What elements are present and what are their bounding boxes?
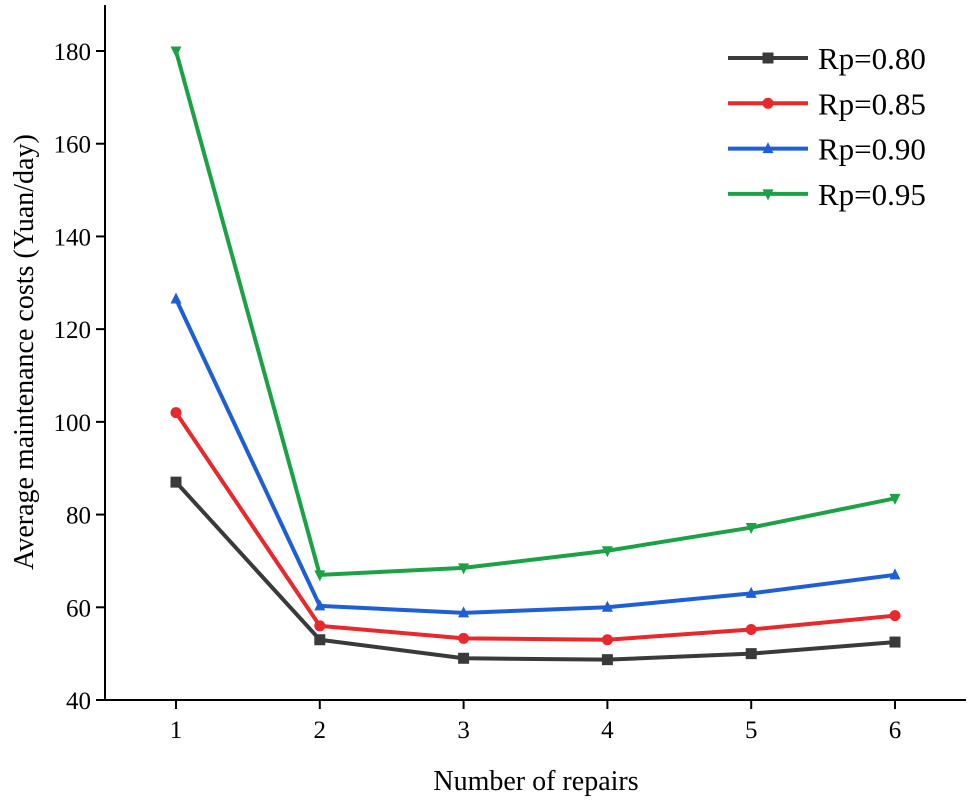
legend-marker [762, 97, 774, 109]
legend-label: Rp=0.90 [818, 132, 926, 167]
data-point [458, 606, 470, 618]
data-point [458, 632, 470, 644]
data-point [745, 586, 757, 598]
data-point [889, 610, 901, 622]
data-point [170, 407, 182, 419]
legend-label: Rp=0.95 [818, 177, 926, 212]
y-tick-label: 120 [54, 317, 92, 344]
data-point [314, 599, 326, 611]
data-point [745, 624, 757, 636]
series-layer [170, 46, 901, 666]
legend-item: Rp=0.80 [728, 41, 926, 76]
x-tick-label: 1 [170, 717, 183, 744]
x-tick-label: 6 [889, 717, 902, 744]
data-point [889, 568, 901, 580]
legend-label: Rp=0.85 [818, 86, 926, 121]
legend: Rp=0.80 Rp=0.85 Rp=0.90 Rp=0.95 [728, 41, 926, 212]
series-rp-0-90 [170, 292, 901, 618]
y-tick-label: 80 [66, 503, 91, 530]
y-tick-label: 160 [54, 132, 92, 159]
series-line [174, 50, 896, 577]
data-point [458, 652, 470, 664]
data-point [889, 636, 901, 648]
series-rp-0-80 [170, 476, 901, 666]
y-tick-label: 60 [66, 595, 91, 622]
data-point [601, 600, 613, 612]
y-tick-label: 140 [54, 224, 92, 251]
data-point [314, 634, 326, 646]
series-rp-0-95 [170, 46, 901, 582]
x-tick-label: 5 [745, 717, 758, 744]
legend-marker [762, 52, 774, 64]
data-point [170, 476, 182, 488]
data-point [601, 546, 613, 558]
x-axis-title: Number of repairs [433, 766, 638, 797]
data-point [601, 634, 613, 646]
legend-marker [762, 189, 774, 201]
x-tick-label: 4 [601, 717, 614, 744]
legend-item: Rp=0.85 [728, 86, 926, 121]
data-point [745, 648, 757, 660]
data-point [314, 620, 326, 632]
data-point [458, 563, 470, 575]
y-tick-label: 40 [66, 688, 91, 715]
series-line [174, 480, 896, 662]
data-point [170, 46, 182, 58]
x-tick-label: 3 [457, 717, 470, 744]
data-point [170, 292, 182, 304]
legend-label: Rp=0.80 [818, 41, 926, 76]
y-tick-label: 180 [54, 39, 92, 66]
series-line [174, 298, 896, 615]
legend-marker [762, 142, 774, 154]
y-axis-title: Average maintenance costs (Yuan/day) [9, 134, 40, 570]
data-point [745, 523, 757, 535]
legend-item: Rp=0.95 [728, 177, 926, 212]
x-tick-label: 2 [314, 717, 327, 744]
data-point [314, 570, 326, 582]
data-point [601, 654, 613, 666]
axes: 40 60 80 100 120 140 160 180 1 2 3 4 5 6 [54, 5, 966, 744]
data-point [889, 493, 901, 505]
y-tick-label: 100 [54, 410, 92, 437]
series-line [174, 411, 896, 642]
series-rp-0-85 [170, 407, 901, 646]
legend-item: Rp=0.90 [728, 132, 926, 167]
